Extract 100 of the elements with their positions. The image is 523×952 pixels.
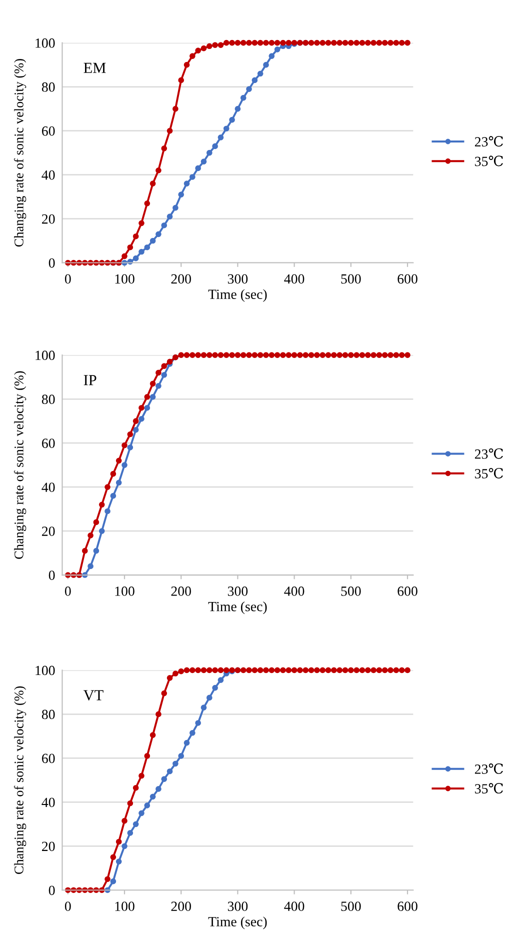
point	[212, 684, 218, 691]
point	[150, 794, 156, 800]
point	[195, 720, 201, 726]
y-tick-label: 60	[42, 126, 55, 136]
y-tick-label: 40	[42, 482, 55, 492]
legend-label: 23℃	[474, 763, 503, 774]
point	[206, 694, 212, 701]
point	[127, 444, 134, 450]
y-tick-label: 100	[36, 350, 55, 360]
x-tick-label: 0	[64, 902, 71, 912]
point	[138, 416, 144, 422]
point	[178, 192, 184, 198]
point	[252, 77, 258, 84]
y-tick-label: 80	[42, 82, 55, 92]
x-tick-label: 500	[341, 902, 361, 912]
y-tick-label: 60	[42, 754, 55, 764]
y-tick-label: 100	[36, 666, 55, 676]
point	[268, 53, 275, 59]
y-tick-label: 80	[42, 710, 55, 720]
point	[132, 821, 139, 828]
x-tick-label: 200	[171, 902, 191, 912]
annotation: IP	[84, 375, 96, 386]
y-tick-label: 100	[36, 38, 55, 48]
y-axis-title: Changing rate of sonic velocity (%)	[14, 59, 26, 247]
point	[172, 760, 178, 767]
legend-label: 35℃	[475, 783, 503, 794]
x-axis-title: Time (sec)	[208, 289, 267, 302]
point	[138, 248, 144, 255]
point	[223, 126, 230, 132]
point	[116, 480, 122, 486]
point	[178, 753, 184, 759]
point	[122, 462, 128, 468]
x-tick-label: 0	[64, 586, 71, 596]
point	[98, 528, 105, 534]
point	[144, 404, 150, 411]
point	[190, 174, 196, 180]
point	[156, 231, 162, 238]
y-tick-label: 20	[42, 214, 55, 224]
point	[218, 677, 224, 684]
point	[161, 776, 168, 782]
point	[184, 180, 190, 186]
x-tick-label: 300	[228, 274, 248, 284]
y-tick-label: 40	[42, 798, 55, 808]
point	[132, 426, 139, 433]
x-tick-label: 600	[398, 586, 418, 596]
y-tick-label: 0	[48, 886, 55, 896]
x-axis-title: Time (sec)	[208, 916, 267, 930]
point	[110, 878, 116, 884]
point	[200, 158, 207, 165]
point	[206, 150, 212, 156]
x-tick-label: 0	[64, 274, 71, 284]
point	[190, 730, 196, 736]
point	[122, 843, 128, 850]
point	[274, 46, 280, 52]
x-tick-label: 400	[284, 902, 304, 912]
x-tick-label: 500	[341, 586, 361, 596]
point	[150, 238, 156, 244]
annotation: VT	[83, 690, 104, 701]
x-axis-title: Time (sec)	[208, 601, 267, 614]
point	[166, 768, 173, 774]
point	[240, 94, 246, 101]
point	[156, 382, 162, 389]
x-tick-label: 500	[341, 274, 361, 284]
x-tick-label: 100	[115, 586, 134, 596]
point	[263, 62, 269, 68]
point	[150, 394, 156, 400]
point	[127, 830, 134, 836]
legend-label: 23℃	[474, 448, 503, 459]
legend-label: 23℃	[474, 136, 503, 147]
point	[166, 214, 173, 220]
point	[110, 492, 116, 499]
x-tick-label: 100	[115, 274, 134, 284]
point	[200, 704, 207, 711]
point	[132, 255, 139, 262]
y-tick-label: 20	[42, 842, 55, 852]
annotation: EM	[84, 62, 106, 73]
point	[116, 858, 122, 864]
x-tick-label: 200	[171, 274, 191, 284]
y-axis-title: Changing rate of sonic velocity (%)	[14, 371, 26, 559]
point	[184, 740, 190, 746]
point	[172, 204, 178, 211]
point	[257, 70, 264, 77]
y-tick-label: 0	[48, 258, 55, 268]
point	[144, 802, 150, 808]
y-tick-label: 60	[42, 438, 55, 448]
point	[195, 165, 201, 172]
legend-label: 35℃	[475, 156, 503, 166]
point	[229, 116, 235, 123]
point	[212, 143, 218, 150]
point	[161, 372, 168, 378]
y-tick-label: 0	[48, 570, 55, 580]
point	[161, 222, 168, 228]
y-axis-title: Changing rate of sonic velocity (%)	[14, 686, 26, 874]
point	[104, 508, 110, 514]
point	[156, 786, 162, 792]
point	[93, 548, 100, 554]
x-tick-label: 300	[228, 586, 248, 596]
y-tick-label: 40	[42, 170, 55, 180]
x-tick-label: 600	[398, 902, 418, 912]
point	[218, 134, 224, 140]
